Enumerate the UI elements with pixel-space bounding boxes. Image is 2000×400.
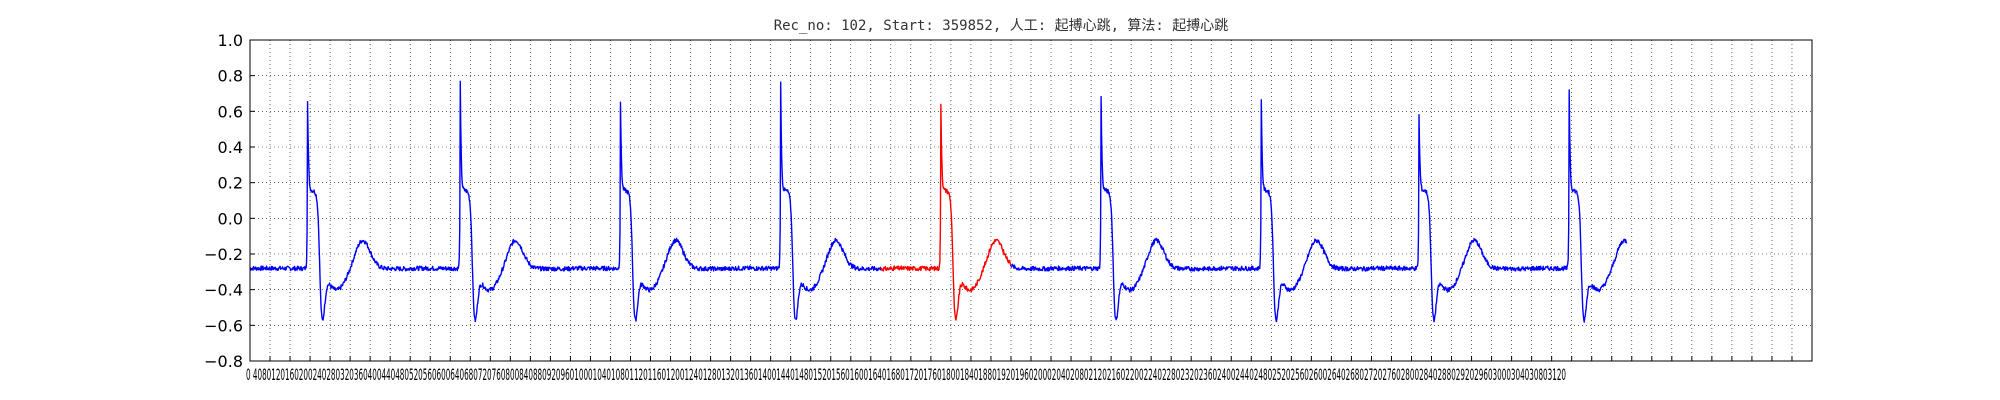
chart-title: Rec_no: 102, Start: 359852, 人工: 起搏心跳, 算法… [774, 17, 1229, 34]
y-axis-ticks: −0.8 −0.6 −0.4 −0.2 0.0 0.2 0.4 0.6 0.8 1.0 [204, 31, 255, 371]
ecg-signal-line [249, 80, 1628, 323]
y-tick-label: 0.6 [218, 102, 243, 121]
grid [249, 39, 1813, 362]
y-tick-label: 1.0 [218, 31, 243, 50]
y-tick-label: 0.4 [218, 138, 243, 157]
y-tick-label: 0.8 [218, 67, 243, 86]
x-axis-ticks [249, 356, 1813, 361]
y-tick-label: 0.0 [218, 209, 243, 228]
y-tick-label: −0.6 [204, 316, 243, 335]
y-tick-label: 0.2 [218, 174, 243, 193]
x-tick-labels: 0 40801201602002402803203604004404805205… [246, 365, 1566, 384]
y-tick-label: −0.2 [204, 245, 243, 264]
plot-frame [249, 39, 1813, 362]
y-tick-label: −0.8 [204, 352, 243, 371]
y-tick-label: −0.4 [204, 281, 243, 300]
highlighted-beat-line [880, 103, 1012, 321]
